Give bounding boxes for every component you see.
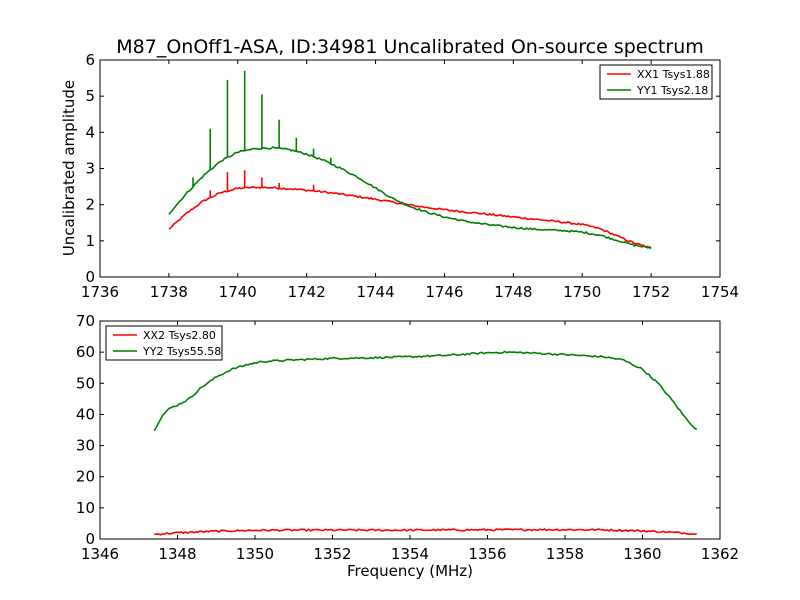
series-line-bottom-1 (154, 528, 698, 536)
y-tick-label: 40 (76, 405, 95, 423)
x-tick-label: 1362 (701, 545, 739, 563)
x-tick-label: 1736 (81, 283, 119, 301)
y-tick-label: 30 (76, 437, 95, 455)
x-tick-label: 1750 (563, 283, 601, 301)
y-tick-label: 0 (85, 530, 95, 548)
x-tick-label: 1748 (494, 283, 532, 301)
y-tick-label: 1 (85, 232, 95, 250)
y-tick-label: 4 (85, 123, 95, 141)
x-tick-label: 1744 (356, 283, 394, 301)
y-tick-label: 6 (85, 51, 95, 69)
y-tick-label: 3 (85, 160, 95, 178)
legend-label-xx1: XX1 Tsys1.88 (637, 68, 710, 81)
top-plot-panel: 1736 1738 1740 1742 1744 1746 1748 1750 1752 1754… (81, 51, 739, 301)
y-tick-label: 60 (76, 343, 95, 361)
y-tick-label: 5 (85, 87, 95, 105)
x-tick-label: 1354 (391, 545, 429, 563)
chart-title: M87_OnOff1-ASA, ID:34981 Uncalibrated On… (116, 36, 704, 58)
series-line-top-1 (168, 186, 652, 249)
legend-label-yy1: YY1 Tsys2.18 (636, 84, 708, 97)
x-tick-label: 1360 (623, 545, 661, 563)
x-tick-label: 1746 (425, 283, 463, 301)
x-tick-label: 1740 (219, 283, 257, 301)
x-tick-label: 1346 (81, 545, 119, 563)
top-legend-box (599, 64, 713, 100)
legend-label-xx2: XX2 Tsys2.80 (143, 329, 216, 342)
y-tick-label: 70 (76, 312, 95, 330)
y-tick-label: 10 (76, 499, 95, 517)
x-tick-label: 1356 (468, 545, 506, 563)
x-tick-label: 1738 (150, 283, 188, 301)
x-tick-label: 1358 (546, 545, 584, 563)
y-tick-label: 20 (76, 468, 95, 486)
series-line-top-2 (168, 146, 652, 250)
x-tick-label: 1752 (632, 283, 670, 301)
bottom-plot-panel: 1346 1348 1350 1352 1354 1356 1358 1360 1362 0 10 2… (76, 312, 739, 563)
legend-label-yy2: YY2 Tsys55.58 (142, 345, 221, 358)
bottom-legend-box (105, 325, 223, 361)
y-tick-label: 50 (76, 374, 95, 392)
top-legend: XX1 Tsys1.88 YY1 Tsys2.18 (599, 64, 713, 100)
y-tick-label: 2 (85, 196, 95, 214)
bottom-legend: XX2 Tsys2.80 YY2 Tsys55.58 (105, 325, 223, 361)
x-axis-label-bottom: Frequency (MHz) (347, 562, 473, 580)
x-tick-label: 1742 (288, 283, 326, 301)
series-line-bottom-2 (153, 350, 698, 432)
x-tick-label: 1348 (158, 545, 196, 563)
x-tick-label: 1352 (313, 545, 351, 563)
x-tick-label: 1350 (236, 545, 274, 563)
x-tick-label: 1754 (701, 283, 739, 301)
y-tick-label: 0 (85, 268, 95, 286)
y-axis-label-top: Uncalibrated amplitude (60, 80, 78, 256)
